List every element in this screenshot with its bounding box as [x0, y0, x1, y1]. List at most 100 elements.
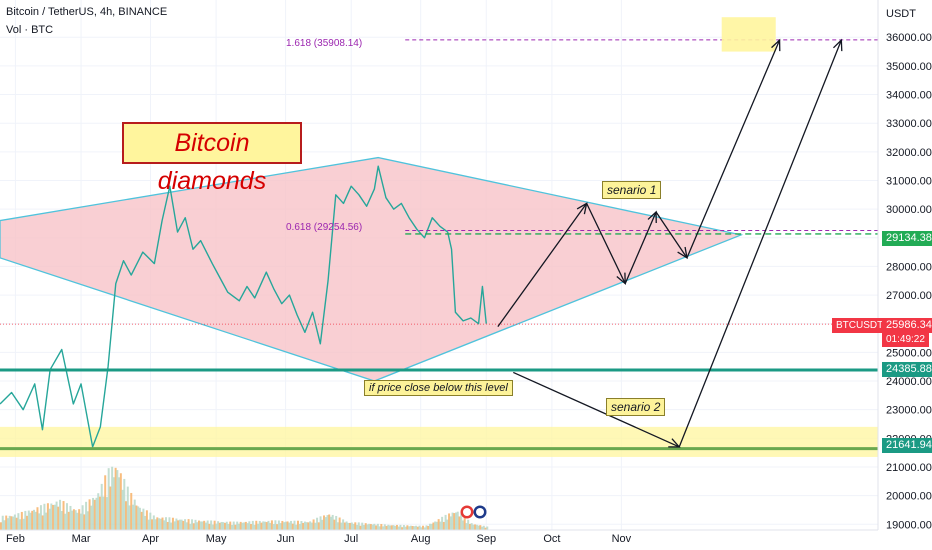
volume-bar: [293, 520, 296, 530]
volume-bar: [295, 524, 298, 530]
volume-bar: [244, 521, 247, 530]
volume-bar: [482, 525, 485, 530]
volume-bar: [53, 504, 56, 530]
price-tick-label: 23000.00: [886, 405, 932, 417]
senario-2-label[interactable]: senario 2: [606, 398, 666, 416]
fib-0618-label: 0.618 (29254.56): [286, 222, 363, 233]
volume-indicator-label[interactable]: Vol · BTC: [6, 24, 54, 36]
time-tick-label: Feb: [6, 533, 25, 545]
volume-bar: [79, 513, 82, 530]
volume-bar: [152, 515, 155, 530]
volume-bar: [404, 526, 407, 530]
event-icons: [460, 505, 487, 519]
volume-bar: [81, 505, 84, 530]
volume-bar: [274, 520, 277, 530]
lower-level-tag: 21641.94: [882, 438, 932, 453]
title-annotation[interactable]: Bitcoin diamonds: [122, 122, 302, 195]
volume-bar: [397, 526, 400, 530]
scenario-1-segment: [497, 203, 588, 327]
volume-bar: [180, 519, 183, 530]
volume-bar: [406, 525, 409, 530]
time-tick-label: Jun: [277, 533, 295, 545]
volume-bar: [415, 525, 418, 530]
volume-bar: [418, 525, 421, 530]
volume-bar: [425, 525, 428, 530]
volume-bar: [222, 522, 225, 530]
price-tick-label: 33000.00: [886, 118, 932, 130]
volume-bar: [475, 524, 478, 530]
volume-bar: [395, 524, 398, 530]
volume-bar: [277, 520, 280, 530]
volume-bar: [227, 523, 230, 530]
volume-bar: [467, 519, 470, 530]
time-tick-label: Nov: [612, 533, 632, 545]
volume-bar: [211, 524, 214, 530]
volume-bar: [276, 524, 279, 530]
volume-bar: [163, 520, 166, 530]
volume-bar: [74, 510, 77, 530]
volume-bar: [255, 520, 258, 530]
volume-bar: [371, 524, 374, 530]
volume-bar: [479, 525, 482, 530]
close-below-note[interactable]: if price close below this level: [364, 380, 513, 396]
volume-bar: [385, 525, 388, 530]
volume-bar: [78, 509, 81, 530]
volume-bar: [430, 523, 433, 530]
volume-bar: [196, 522, 199, 530]
diamond-pattern: [0, 156, 744, 382]
volume-bar: [481, 526, 484, 530]
volume-bar: [329, 516, 332, 530]
volume-bar: [234, 524, 237, 530]
volume-bar: [420, 527, 423, 530]
volume-bar: [432, 522, 435, 530]
volume-bar: [270, 520, 273, 530]
volume-bar: [62, 501, 65, 530]
volume-bar: [137, 506, 140, 530]
volume-bar: [230, 525, 233, 530]
volume-bar: [20, 511, 23, 530]
volume-bar: [156, 517, 159, 530]
volume-bar: [319, 516, 322, 530]
scenario-1-segment: [586, 203, 626, 284]
price-tick-label: 19000.00: [886, 519, 932, 531]
volume-bar: [251, 520, 254, 530]
volume-bar: [423, 527, 426, 530]
volume-bar: [288, 522, 291, 530]
volume-bar: [159, 518, 162, 530]
volume-bar: [368, 523, 371, 530]
volume-bar: [446, 519, 449, 530]
volume-bar: [26, 515, 29, 530]
volume-bar: [349, 522, 352, 530]
volume-bar: [191, 519, 194, 530]
volume-histogram: [0, 466, 489, 530]
volume-bar: [126, 486, 129, 530]
volume-bar: [173, 521, 176, 530]
volume-bar: [3, 520, 6, 530]
scenario-1-arrowhead: [771, 38, 781, 52]
volume-bar: [29, 512, 32, 530]
target-zone: [721, 17, 776, 52]
volume-bar: [72, 509, 75, 530]
scenario-2-segment: [513, 371, 680, 448]
volume-bar: [340, 522, 343, 530]
volume-bar: [203, 520, 206, 530]
volume-bar: [131, 504, 134, 530]
senario-1-label[interactable]: senario 1: [602, 181, 662, 199]
volume-bar: [362, 525, 365, 530]
volume-bar: [296, 520, 299, 530]
price-tick-label: 25000.00: [886, 347, 932, 359]
volume-bar: [474, 524, 477, 530]
volume-bar: [312, 519, 315, 530]
currency-label[interactable]: USDT: [886, 8, 916, 20]
price-tick-label: 36000.00: [886, 32, 932, 44]
volume-bar: [104, 475, 107, 530]
volume-bar: [463, 516, 466, 530]
volume-bar: [455, 512, 458, 530]
time-tick-label: May: [206, 533, 227, 545]
chart-title: Bitcoin / TetherUS, 4h, BINANCE: [6, 6, 168, 18]
volume-bar: [57, 506, 60, 530]
volume-bar: [142, 508, 145, 530]
time-tick-label: Jul: [344, 533, 358, 545]
volume-bar: [291, 523, 294, 530]
